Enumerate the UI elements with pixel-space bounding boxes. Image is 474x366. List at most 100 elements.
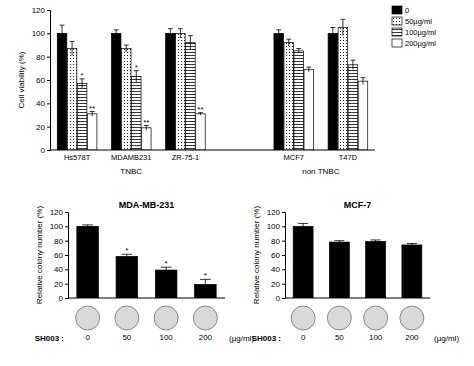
error-cap [114,29,119,30]
y-tick: 60 [54,251,68,260]
tick-label: 40 [36,99,45,108]
error-bar [276,30,281,37]
y-tick: 100 [267,222,285,231]
error-cap [407,243,417,244]
y-axis-title: Cell viability (%) [17,51,26,108]
legend-swatch [392,28,402,36]
y-tick: 120 [267,208,285,217]
y-tick: 20 [54,280,68,289]
figure: ********020406080100120Hs578TMDAMB231ZR-… [0,0,474,366]
y-tick: 40 [271,265,285,274]
legend-label: 0 [405,6,409,15]
bar [196,114,206,150]
error-line [116,30,117,37]
error-line [62,25,63,41]
tick-label: 60 [54,251,63,260]
error-bar [178,29,183,38]
bar [293,226,313,298]
error-line [411,244,412,247]
chart-title: MDA-MB-231 [119,200,175,210]
error-cap [188,35,193,36]
y-axis: 020406080100120 [267,208,286,303]
tick-label: 100 [267,222,281,231]
y-tick: 100 [32,29,50,38]
tick-mark [65,255,68,256]
y-tick: 80 [36,53,50,62]
error-cap [341,19,346,20]
error-cap [178,28,183,29]
tick-label: T47D [339,153,358,162]
error-cap [168,28,173,29]
error-cap [306,67,311,68]
chart-title: MCF-7 [344,200,372,210]
legend-label: 100µg/ml [405,28,436,37]
x-tick: 50 [122,333,131,342]
error-cap [82,224,93,225]
axis-line [47,11,51,151]
bar [338,28,348,151]
tick-mark [65,298,68,299]
plot-marks [293,223,422,298]
tick-label: 100 [159,333,173,342]
x-tick: Hs578T [64,153,91,162]
tick-label: 40 [271,265,280,274]
x-tick: 100 [159,333,173,342]
y-tick: 100 [50,222,68,231]
bar [274,33,284,150]
error-bar [188,36,193,50]
error-bar [60,25,65,41]
error-line [82,79,83,88]
legend-swatch [392,17,402,25]
error-line [303,223,304,229]
tick-label: ZR-75-1 [172,153,200,162]
tick-label: 20 [54,280,63,289]
y-tick: 60 [36,76,50,85]
colony-image [76,306,100,330]
tick-label: 40 [54,265,63,274]
error-bar [298,223,308,229]
error-bar [341,19,346,35]
error-cap [124,45,129,46]
bar [304,70,314,151]
tick-mark [65,241,68,242]
colony-image [400,306,424,330]
y-tick: 0 [276,294,285,303]
error-line [170,29,171,38]
tick-label: Hs578T [64,153,91,162]
y-axis: 020406080100120 [32,6,51,155]
tick-label: 20 [36,123,45,132]
bar [116,256,138,298]
legend: 050µg/ml100µg/ml200µg/ml [392,6,436,48]
x-tick: 200 [199,333,213,342]
bar [348,65,358,150]
bar [155,270,177,298]
bar [111,33,121,150]
bar [132,77,142,151]
tick-mark [47,10,50,11]
tick-mark [282,255,285,256]
tick-label: 200 [405,333,419,342]
legend-label: 50µg/ml [405,17,432,26]
error-line [72,42,73,56]
error-bar [296,49,301,54]
y-tick: 20 [36,123,50,132]
x-axis-title: SH003 : [35,334,64,343]
tick-label: 50 [122,333,131,342]
x-axis-title: SH003 : [252,334,281,343]
tick-mark [282,212,285,213]
tick-label: 20 [271,280,280,289]
x-tick: T47D [339,153,358,162]
tick-label: 60 [271,251,280,260]
x-tick: 100 [369,333,383,342]
y-tick: 40 [54,265,68,274]
error-bar [306,67,311,72]
x-tick: 0 [301,333,306,342]
tick-mark [282,226,285,227]
x-tick: MDAMB231 [111,153,151,162]
error-bar [371,240,381,243]
error-line [298,49,299,54]
y-tick: 120 [50,208,68,217]
tick-mark [47,127,50,128]
error-line [190,36,191,50]
axis-line [68,298,225,299]
